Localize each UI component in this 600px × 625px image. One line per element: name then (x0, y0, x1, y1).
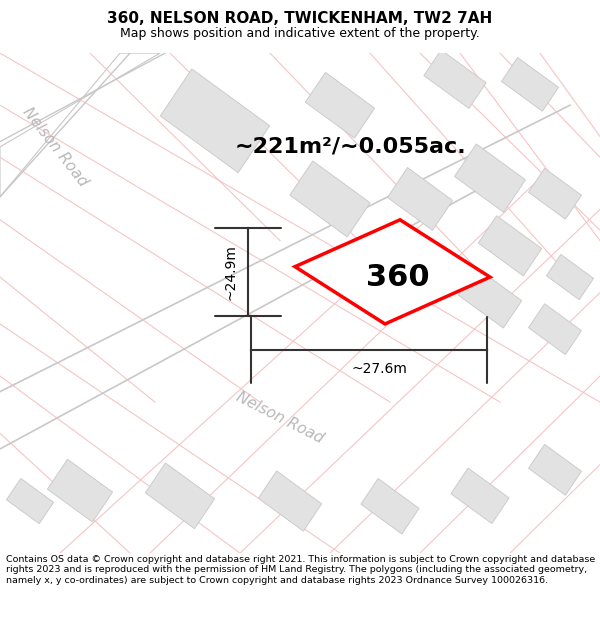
Text: Map shows position and indicative extent of the property.: Map shows position and indicative extent… (120, 28, 480, 41)
Text: ~24.9m: ~24.9m (223, 244, 237, 300)
Polygon shape (388, 168, 452, 231)
Polygon shape (478, 216, 542, 276)
Text: ~27.6m: ~27.6m (351, 362, 407, 376)
Polygon shape (529, 168, 581, 219)
Polygon shape (529, 304, 581, 354)
Polygon shape (451, 468, 509, 524)
Polygon shape (145, 463, 215, 529)
Text: Nelson Road: Nelson Road (234, 389, 326, 446)
Polygon shape (47, 459, 113, 522)
Polygon shape (7, 478, 53, 524)
Polygon shape (547, 254, 593, 300)
Polygon shape (361, 479, 419, 534)
Polygon shape (455, 144, 526, 212)
Polygon shape (529, 444, 581, 495)
Polygon shape (458, 268, 522, 328)
Polygon shape (160, 69, 269, 173)
Polygon shape (305, 72, 374, 138)
Polygon shape (290, 161, 370, 237)
Text: 360: 360 (365, 262, 430, 292)
Polygon shape (502, 58, 559, 111)
Polygon shape (0, 53, 160, 197)
Text: ~221m²/~0.055ac.: ~221m²/~0.055ac. (234, 137, 466, 157)
Text: Contains OS data © Crown copyright and database right 2021. This information is : Contains OS data © Crown copyright and d… (6, 555, 595, 585)
Polygon shape (0, 53, 600, 449)
Polygon shape (258, 471, 322, 531)
Polygon shape (424, 50, 486, 108)
Text: Nelson Road: Nelson Road (20, 104, 91, 189)
Polygon shape (295, 220, 490, 324)
Text: 360, NELSON ROAD, TWICKENHAM, TW2 7AH: 360, NELSON ROAD, TWICKENHAM, TW2 7AH (107, 11, 493, 26)
